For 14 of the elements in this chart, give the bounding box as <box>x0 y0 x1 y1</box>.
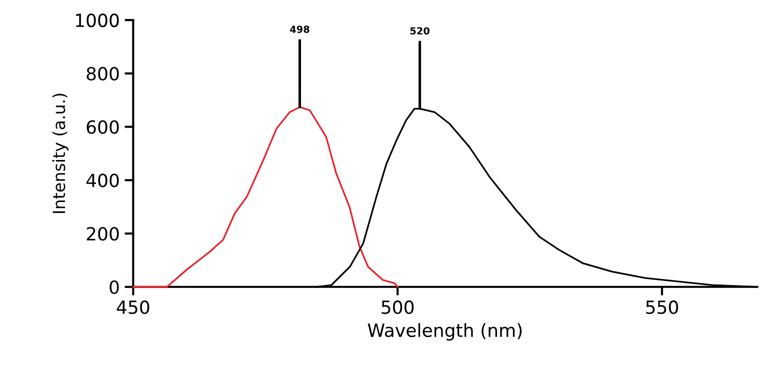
x-tick-label: 550 <box>646 300 678 314</box>
annotation: 520 <box>410 27 430 35</box>
y-tick-label: 1000 <box>76 14 119 28</box>
y-tick-label: 600 <box>86 120 119 134</box>
y-tick-label: 200 <box>86 226 119 241</box>
y-tick-label: 400 <box>86 174 119 188</box>
annotation: 498 <box>290 26 310 33</box>
x-tick-label: 450 <box>116 300 150 314</box>
line-series <box>132 106 398 288</box>
y-axis-title: Intensity (a.u.) <box>52 94 68 213</box>
y-tick-label: 800 <box>86 66 119 81</box>
x-axis-title: Wavelength (nm) <box>368 323 522 341</box>
y-tick-label: 0 <box>110 280 119 294</box>
x-tick-label: 500 <box>382 300 414 314</box>
